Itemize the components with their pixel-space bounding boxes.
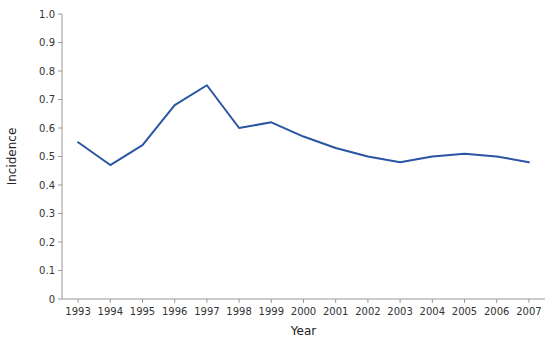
y-tick-label: 0.2	[39, 237, 55, 248]
x-tick	[400, 299, 401, 303]
chart-svg: 1993 1994 1995 1996 1997 1998 1999 2000 2001 2002…	[0, 0, 559, 347]
x-tick	[528, 299, 529, 303]
x-tick-label: 1997	[194, 306, 219, 317]
x-tick-label: 2004	[420, 306, 445, 317]
y-tick	[58, 299, 62, 300]
y-tick	[58, 42, 62, 43]
x-tick	[239, 299, 240, 303]
y-tick	[58, 185, 62, 186]
data-line	[78, 85, 529, 165]
x-tick	[464, 299, 465, 303]
x-tick	[496, 299, 497, 303]
x-tick-label: 1995	[130, 306, 155, 317]
x-tick	[142, 299, 143, 303]
y-tick-label: 0	[49, 294, 55, 305]
y-tick	[58, 242, 62, 243]
axes: 1993 1994 1995 1996 1997 1998 1999 2000 2001 2002…	[39, 9, 545, 318]
x-axis-label: Year	[290, 324, 316, 338]
y-tick-label: 0.3	[39, 208, 55, 219]
y-tick-label: 0.1	[39, 265, 55, 276]
x-tick-label: 1996	[162, 306, 187, 317]
y-tick-label: 0.6	[39, 123, 55, 134]
y-tick	[58, 270, 62, 271]
x-tick-label: 1998	[226, 306, 251, 317]
y-tick	[58, 128, 62, 129]
x-tick	[174, 299, 175, 303]
y-tick	[58, 99, 62, 100]
chart-container: 1993 1994 1995 1996 1997 1998 1999 2000 2001 2002…	[0, 0, 559, 347]
x-tick	[78, 299, 79, 303]
y-tick-label: 0.7	[39, 94, 55, 105]
y-tick	[58, 14, 62, 15]
y-tick	[58, 213, 62, 214]
x-tick-label: 2003	[387, 306, 412, 317]
x-tick-label: 2007	[516, 306, 541, 317]
x-tick	[367, 299, 368, 303]
x-tick-label: 2006	[484, 306, 509, 317]
y-tick-label: 0.8	[39, 66, 55, 77]
x-tick-label: 1993	[65, 306, 90, 317]
x-tick	[110, 299, 111, 303]
x-tick	[271, 299, 272, 303]
x-tick	[335, 299, 336, 303]
y-tick	[58, 156, 62, 157]
plot-area	[78, 85, 529, 165]
x-tick-label: 2005	[452, 306, 477, 317]
x-tick	[206, 299, 207, 303]
x-tick-label: 2001	[323, 306, 348, 317]
x-tick-label: 2002	[355, 306, 380, 317]
x-tick-label: 1994	[98, 306, 123, 317]
y-axis-label: Incidence	[5, 128, 19, 186]
x-tick	[303, 299, 304, 303]
x-tick-label: 2000	[291, 306, 316, 317]
y-tick-label: 0.4	[39, 180, 55, 191]
y-tick-label: 0.5	[39, 151, 55, 162]
y-tick-label: 0.9	[39, 37, 55, 48]
y-tick	[58, 71, 62, 72]
x-tick	[432, 299, 433, 303]
y-tick-label: 1.0	[39, 9, 55, 20]
x-tick-label: 1999	[259, 306, 284, 317]
